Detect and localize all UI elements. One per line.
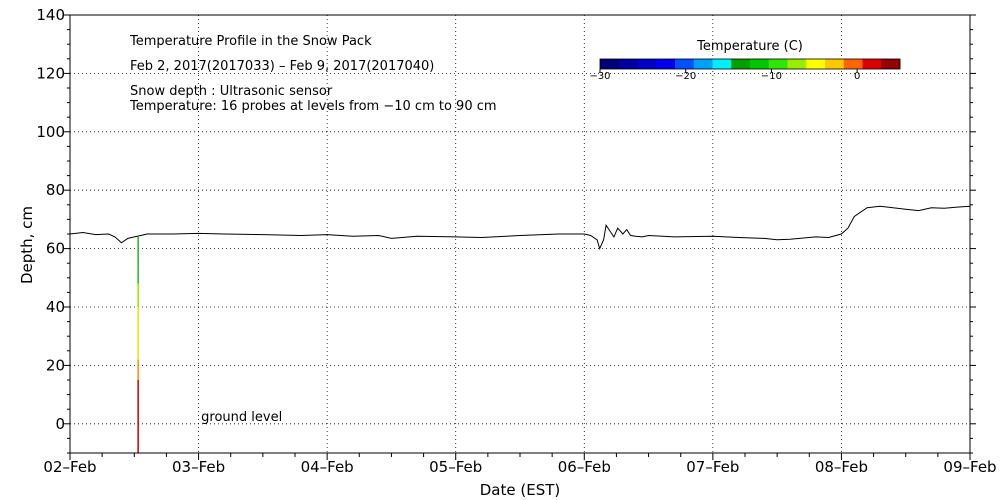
colorbar-swatch xyxy=(600,59,620,69)
colorbar-tick-label: −10 xyxy=(761,71,782,82)
colorbar-swatch xyxy=(675,59,695,69)
y-tick-label: 60 xyxy=(46,240,65,258)
snow-depth-line xyxy=(69,205,971,251)
chart-title: Temperature Profile in the Snow Pack xyxy=(129,34,372,49)
colorbar-swatch xyxy=(637,59,657,69)
x-tick-label: 03–Feb xyxy=(172,458,225,476)
x-tick-label: 06–Feb xyxy=(558,458,611,476)
colorbar-swatch xyxy=(787,59,807,69)
colorbar-frame xyxy=(599,58,901,70)
y-tick-label: 20 xyxy=(46,356,65,374)
colorbar-swatch xyxy=(618,59,638,69)
colorbar-title: Temperature (C) xyxy=(696,39,803,54)
x-tick-label: 09–Feb xyxy=(943,458,996,476)
x-tick-label: 04–Feb xyxy=(301,458,354,476)
colorbar-swatch xyxy=(768,59,788,69)
note-snow-depth: Snow depth : Ultrasonic sensor xyxy=(130,84,333,99)
chart-subtitle: Feb 2, 2017(2017033) – Feb 9, 2017(20170… xyxy=(130,59,434,74)
x-axis-label: Date (EST) xyxy=(480,481,561,499)
y-tick-label: 80 xyxy=(46,181,65,199)
colorbar-swatch xyxy=(843,59,863,69)
colorbar-swatch xyxy=(862,59,882,69)
colorbar-swatch xyxy=(750,59,770,69)
colorbar-swatch xyxy=(656,59,676,69)
y-tick-label: 140 xyxy=(36,6,65,24)
colorbar-swatch xyxy=(731,59,751,69)
y-axis-label: Depth, cm xyxy=(18,206,36,284)
x-tick-label: 08–Feb xyxy=(815,458,868,476)
colorbar: Temperature (C) −30 −20 −10 0 xyxy=(589,39,901,82)
colorbar-swatch xyxy=(712,59,732,69)
colorbar-swatch xyxy=(881,59,901,69)
colorbar-swatch xyxy=(806,59,826,69)
series-layer xyxy=(69,205,971,251)
ground-level-annotation: ground level xyxy=(201,410,282,425)
note-temperature: Temperature: 16 probes at levels from −1… xyxy=(129,99,497,114)
y-tick-label: 120 xyxy=(36,64,65,82)
colorbar-tick-label: −20 xyxy=(675,71,696,82)
x-tick-label: 02–Feb xyxy=(43,458,96,476)
colorbar-swatch xyxy=(825,59,845,69)
colorbar-swatch xyxy=(693,59,713,69)
colorbar-tick-label: 0 xyxy=(854,71,860,82)
x-tick-label: 05–Feb xyxy=(429,458,482,476)
y-tick-label: 100 xyxy=(36,123,65,141)
y-tick-label: 0 xyxy=(55,415,65,433)
x-tick-label: 07–Feb xyxy=(686,458,739,476)
axis-ticks: 02–Feb 03–Feb 04–Feb 05–Feb 06–Feb 07–Feb 08–F… xyxy=(36,6,996,476)
colorbar-tick-label: −30 xyxy=(589,71,610,82)
y-tick-label: 40 xyxy=(46,298,65,316)
